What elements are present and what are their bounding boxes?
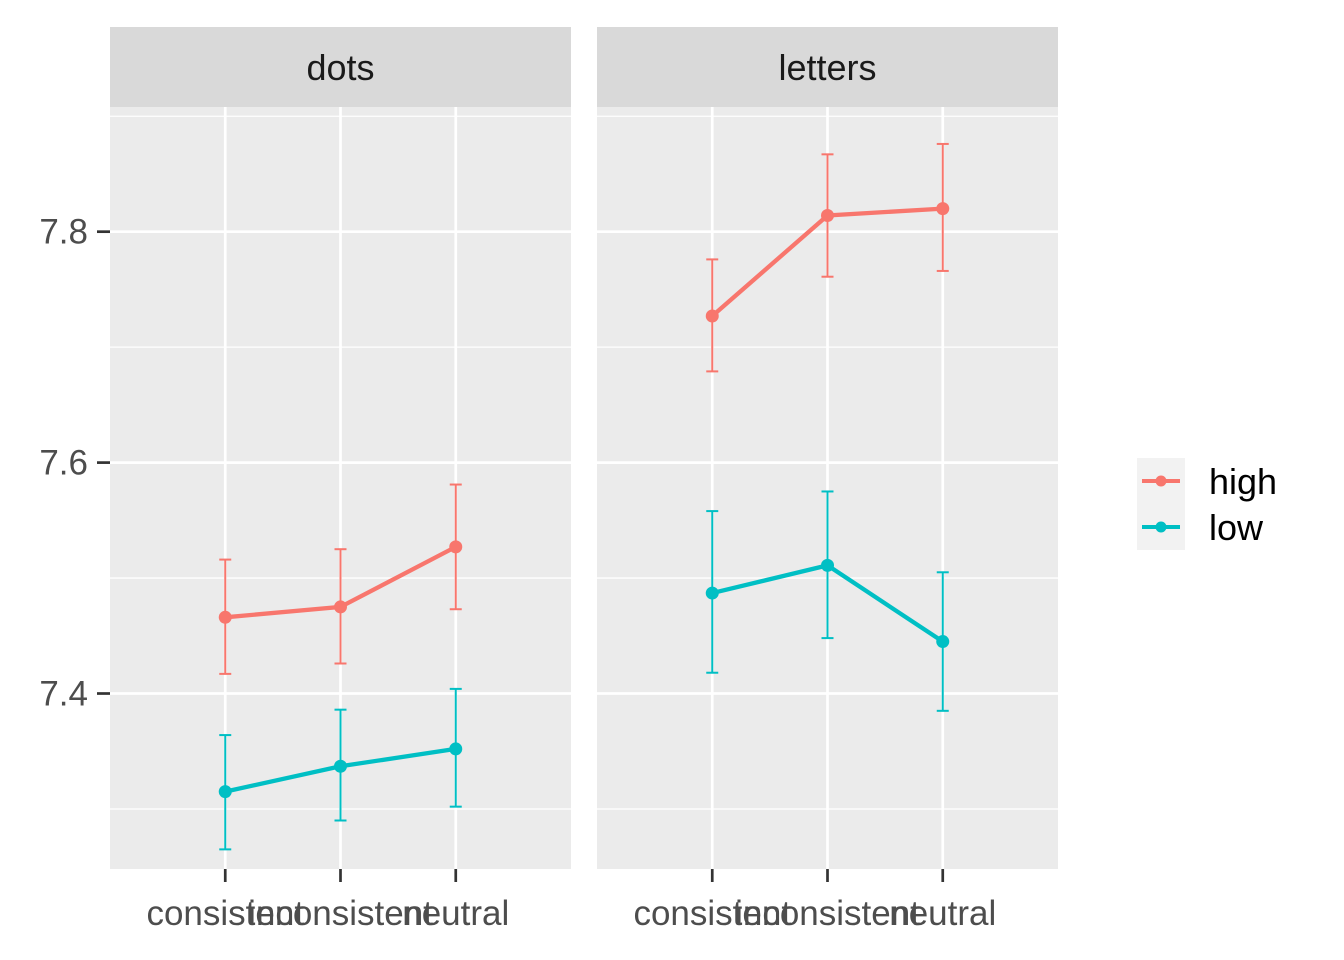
data-point-low	[821, 558, 834, 572]
x-tick-label-inconsistent: inconsistent	[248, 894, 433, 933]
facet-label-letters: letters	[778, 47, 876, 88]
grid-dots	[110, 107, 571, 869]
data-point-high	[449, 540, 463, 554]
x-tick-label-consistent: consistent	[146, 894, 304, 933]
data-point-low	[705, 586, 719, 600]
y-axis: 7.4 7.6 7.8	[39, 213, 110, 714]
legend: high low	[1137, 458, 1277, 550]
legend-label-high: high	[1209, 461, 1277, 502]
series-dots	[218, 483, 463, 851]
data-point-high	[334, 600, 347, 614]
x-tick-label-inconsistent: inconsistent	[735, 894, 920, 933]
x-tick-label-consistent: consistent	[633, 894, 791, 933]
y-tick-label: 7.8	[39, 213, 88, 252]
data-point-high	[218, 610, 232, 624]
facet-strip-letters	[597, 27, 1058, 107]
facet-strip-dots	[110, 27, 571, 107]
data-point-low	[449, 742, 463, 756]
series-letters	[705, 142, 950, 712]
y-tick-label: 7.6	[39, 444, 88, 483]
data-point-low	[218, 785, 232, 799]
facet-letters: letters	[597, 27, 1058, 869]
legend-dot-high	[1155, 475, 1167, 487]
y-tick-label: 7.4	[39, 675, 88, 714]
legend-label-low: low	[1209, 507, 1264, 548]
x-tick-label-neutral: neutral	[402, 894, 509, 933]
data-point-high	[936, 202, 950, 216]
facet-label-dots: dots	[306, 47, 374, 88]
data-point-low	[936, 635, 950, 649]
facet-dots: dots	[110, 27, 571, 869]
data-point-low	[334, 759, 347, 773]
legend-dot-low	[1155, 521, 1167, 533]
data-point-high	[705, 309, 719, 323]
x-tick-label-neutral: neutral	[889, 894, 996, 933]
data-point-high	[821, 209, 834, 223]
